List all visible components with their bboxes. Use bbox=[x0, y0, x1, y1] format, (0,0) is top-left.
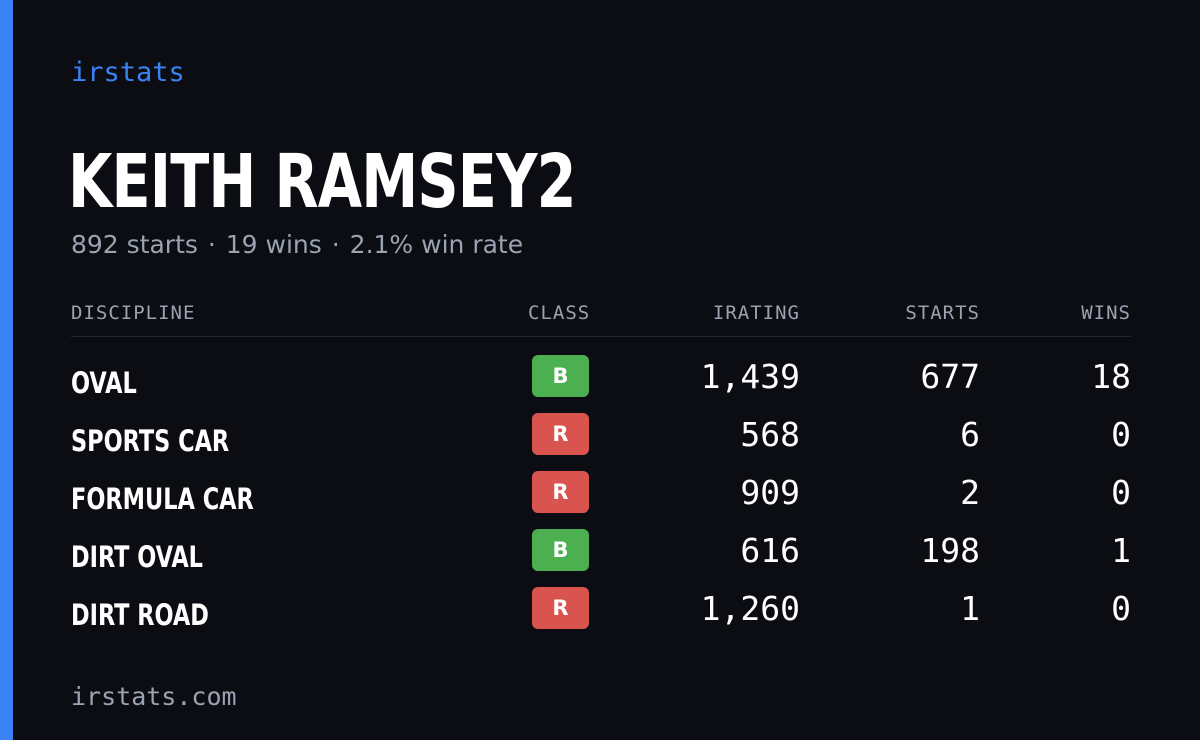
footer-url[interactable]: irstats.com bbox=[71, 682, 237, 711]
summary-win-rate: 2.1% win rate bbox=[349, 230, 524, 259]
wins-value: 0 bbox=[1111, 473, 1131, 512]
table-body: OVAL B 1,439 677 18 SPORTS CAR R 568 6 0… bbox=[71, 337, 1131, 643]
player-name: KEITH RAMSEY2 bbox=[68, 139, 576, 225]
summary-wins: 19 wins bbox=[225, 230, 322, 259]
table-row: FORMULA CAR R 909 2 0 bbox=[71, 469, 1131, 527]
wins-value: 0 bbox=[1111, 589, 1131, 628]
wins-value: 18 bbox=[1091, 357, 1131, 396]
discipline-name: DIRT ROAD bbox=[71, 598, 209, 632]
summary-separator: · bbox=[207, 230, 216, 259]
starts-value: 1 bbox=[960, 589, 980, 628]
starts-value: 198 bbox=[920, 531, 980, 570]
table-row: DIRT ROAD R 1,260 1 0 bbox=[71, 585, 1131, 643]
class-badge: R bbox=[532, 587, 589, 629]
irating-value: 568 bbox=[740, 415, 800, 454]
starts-value: 677 bbox=[920, 357, 980, 396]
irating-value: 909 bbox=[740, 473, 800, 512]
table-row: OVAL B 1,439 677 18 bbox=[71, 353, 1131, 411]
class-badge: R bbox=[532, 413, 589, 455]
table-header: DISCIPLINE CLASS IRATING STARTS WINS bbox=[71, 296, 1131, 337]
class-badge: B bbox=[532, 355, 589, 397]
discipline-name: OVAL bbox=[71, 366, 137, 400]
table-row: DIRT OVAL B 616 198 1 bbox=[71, 527, 1131, 585]
irating-value: 616 bbox=[740, 531, 800, 570]
summary-separator: · bbox=[331, 230, 340, 259]
stats-table: DISCIPLINE CLASS IRATING STARTS WINS OVA… bbox=[71, 296, 1131, 643]
header-starts: STARTS bbox=[905, 302, 980, 324]
header-wins: WINS bbox=[1081, 302, 1131, 324]
wins-value: 1 bbox=[1111, 531, 1131, 570]
discipline-name: FORMULA CAR bbox=[71, 482, 254, 516]
table-row: SPORTS CAR R 568 6 0 bbox=[71, 411, 1131, 469]
starts-value: 2 bbox=[960, 473, 980, 512]
accent-bar bbox=[0, 0, 13, 740]
brand-logo-text[interactable]: irstats bbox=[71, 57, 185, 88]
discipline-name: DIRT OVAL bbox=[71, 540, 203, 574]
class-badge: R bbox=[532, 471, 589, 513]
wins-value: 0 bbox=[1111, 415, 1131, 454]
header-class: CLASS bbox=[528, 302, 591, 324]
starts-value: 6 bbox=[960, 415, 980, 454]
discipline-name: SPORTS CAR bbox=[71, 424, 230, 458]
class-badge: B bbox=[532, 529, 589, 571]
summary-starts: 892 starts bbox=[71, 230, 198, 259]
irating-value: 1,260 bbox=[700, 589, 800, 628]
header-discipline: DISCIPLINE bbox=[71, 302, 196, 324]
player-summary: 892 starts · 19 wins · 2.1% win rate bbox=[71, 228, 523, 262]
irating-value: 1,439 bbox=[700, 357, 800, 396]
header-irating: IRATING bbox=[712, 302, 800, 324]
